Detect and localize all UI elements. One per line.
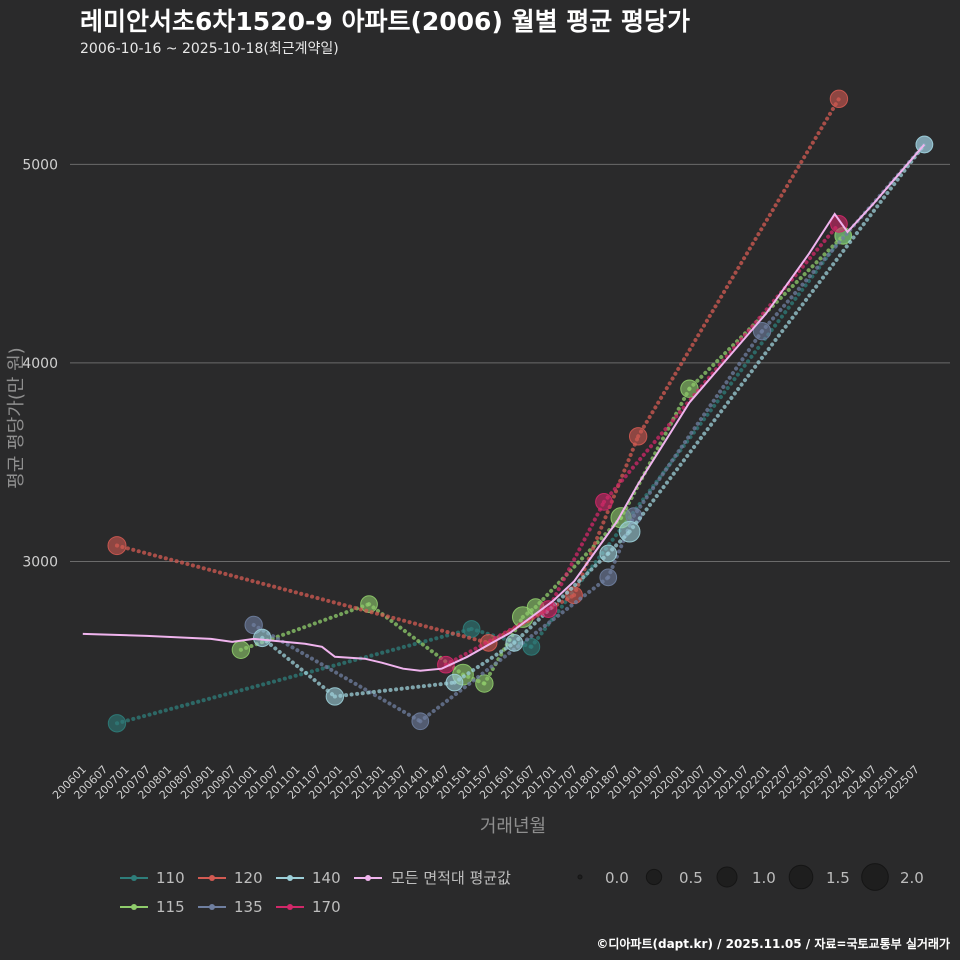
series-115-point bbox=[231, 640, 251, 659]
series-115-point bbox=[475, 674, 494, 693]
series-135-segment bbox=[631, 329, 765, 518]
series-120-point bbox=[107, 536, 127, 556]
legend-label-overall-average: 모든 면적대 평균값 bbox=[391, 869, 511, 887]
series-135-point bbox=[752, 321, 772, 341]
y-axis-ticks: 3000 4000 5000 bbox=[22, 157, 58, 570]
legend-swatch-dot bbox=[209, 875, 215, 881]
size-legend-label: 2.0 bbox=[900, 869, 924, 887]
size-legend-label: 0.5 bbox=[679, 869, 703, 887]
series-140 bbox=[253, 135, 934, 706]
size-legend-circle bbox=[861, 863, 889, 891]
series-140-point bbox=[505, 633, 524, 652]
series-115-segment bbox=[482, 615, 525, 686]
chart-title: 레미안서초6차1520-9 아파트(2006) 월별 평균 평당가 bbox=[80, 7, 690, 36]
legend-swatch-dot bbox=[365, 875, 371, 881]
series-110-point bbox=[107, 714, 127, 733]
legend-label-170: 170 bbox=[312, 898, 341, 916]
series-140-point bbox=[253, 628, 272, 648]
source-caption: ©디아파트(dapt.kr) / 2025.11.05 / 자료=국토교통부 실… bbox=[596, 936, 950, 951]
legend-label-115: 115 bbox=[156, 898, 185, 916]
series-layer bbox=[107, 89, 934, 733]
size-legend-item-0.0: 0.0 bbox=[577, 869, 629, 887]
legend-swatch-dot bbox=[287, 875, 293, 881]
series-170-point bbox=[595, 493, 613, 511]
series-110-segment bbox=[114, 626, 474, 726]
size-legend-item-1.0: 1.0 bbox=[716, 866, 776, 888]
size-legend-item-1.5: 1.5 bbox=[788, 864, 850, 890]
series-140-point bbox=[325, 687, 345, 706]
series-140-segment bbox=[260, 635, 337, 699]
size-legend-circle bbox=[645, 868, 663, 886]
legend: 110 120 140 115 135 170 모든 면적대 평균값 0.0 0.5 1.0 1.5… bbox=[120, 863, 924, 916]
x-axis-ticks: 2006012006072007012007072008012008072009… bbox=[50, 763, 922, 802]
series-120-segment bbox=[114, 543, 491, 645]
series-140-segment bbox=[332, 680, 457, 699]
series-170-point bbox=[539, 600, 558, 618]
series-115-segment bbox=[533, 515, 624, 610]
legend-label-110: 110 bbox=[156, 869, 185, 887]
chart-subtitle: 2006-10-16 ~ 2025-10-18(최근계약일) bbox=[80, 41, 339, 57]
legend-swatch-dot bbox=[209, 904, 215, 910]
legend-swatch-dot bbox=[131, 904, 137, 910]
legend-label-135: 135 bbox=[234, 898, 263, 916]
x-axis-title: 거래년월 bbox=[480, 816, 546, 837]
size-legend-circle bbox=[577, 874, 583, 880]
series-110-point bbox=[462, 620, 481, 638]
series-120-point bbox=[628, 427, 648, 446]
series-140-point bbox=[445, 673, 464, 692]
size-legend-item-0.5: 0.5 bbox=[645, 868, 703, 887]
series-110 bbox=[107, 227, 852, 733]
series-170-segment bbox=[546, 499, 606, 612]
legend-item-120: 120 bbox=[198, 869, 263, 887]
size-legend-label: 1.5 bbox=[826, 869, 850, 887]
size-legend-circle bbox=[788, 864, 814, 890]
series-140-point bbox=[618, 520, 641, 543]
y-tick-label-3000: 3000 bbox=[22, 554, 58, 570]
series-170-segment bbox=[601, 221, 841, 504]
legend-item-135: 135 bbox=[198, 898, 263, 916]
gridlines bbox=[70, 163, 950, 562]
overall-average-line bbox=[82, 143, 926, 672]
overall-average-layer bbox=[82, 143, 926, 672]
legend-item-170: 170 bbox=[276, 898, 341, 916]
series-135-point bbox=[244, 615, 263, 635]
legend-item-overall-average: 모든 면적대 평균값 bbox=[354, 869, 511, 887]
size-legend-label: 1.0 bbox=[752, 869, 776, 887]
series-115-segment bbox=[619, 386, 692, 520]
series-140-segment bbox=[512, 551, 611, 645]
series-110-point bbox=[522, 637, 541, 656]
series-135 bbox=[244, 135, 934, 731]
size-legend-circle bbox=[716, 866, 738, 888]
series-135-segment bbox=[251, 622, 423, 724]
legend-swatch-dot bbox=[131, 875, 137, 881]
legend-swatch-dot bbox=[287, 904, 293, 910]
series-170 bbox=[437, 215, 848, 674]
series-135-point bbox=[599, 568, 618, 587]
legend-item-115: 115 bbox=[120, 898, 185, 916]
series-115-point bbox=[360, 595, 378, 614]
series-120 bbox=[107, 89, 849, 652]
series-140-point bbox=[599, 544, 618, 563]
series-120-segment bbox=[636, 96, 841, 439]
y-axis-title: 평균 평당가(만 원) bbox=[6, 347, 27, 488]
legend-item-140: 140 bbox=[276, 869, 341, 887]
legend-item-110: 110 bbox=[120, 869, 185, 887]
legend-label-120: 120 bbox=[234, 869, 263, 887]
series-120-point bbox=[565, 586, 583, 605]
size-legend-label: 0.0 bbox=[605, 869, 629, 887]
series-140-segment bbox=[452, 640, 517, 685]
series-120-segment bbox=[572, 434, 641, 598]
legend-label-140: 140 bbox=[312, 869, 341, 887]
series-120-point bbox=[829, 89, 849, 109]
series-140-segment bbox=[627, 142, 927, 534]
y-tick-label-5000: 5000 bbox=[22, 157, 58, 173]
series-170-segment bbox=[443, 607, 551, 667]
y-tick-label-4000: 4000 bbox=[22, 356, 58, 372]
size-legend-item-2.0: 2.0 bbox=[861, 863, 924, 891]
series-170-point bbox=[830, 215, 848, 233]
series-135-point bbox=[411, 712, 430, 731]
series-115 bbox=[231, 226, 853, 693]
